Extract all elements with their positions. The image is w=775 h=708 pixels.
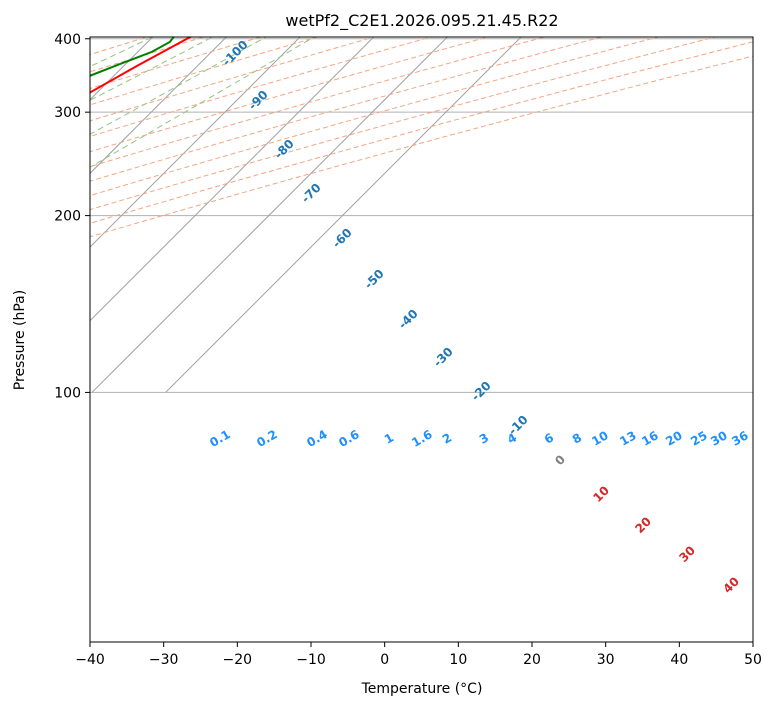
moist-adiabat-label: 20: [632, 514, 654, 536]
mixing-ratio-label: 36: [729, 428, 750, 448]
dry-adiabat-line: [90, 37, 604, 182]
moist-adiabat-line: [0, 0, 311, 392]
dry-adiabat-label: -20: [469, 379, 494, 404]
dry-adiabat-line: [90, 37, 92, 38]
dry-adiabat-line: [0, 0, 575, 392]
x-tick-label: −20: [223, 652, 253, 668]
x-tick-label: 50: [744, 652, 762, 668]
moist-adiabat-label: 10: [590, 483, 612, 505]
mixing-ratio-label: 16: [639, 428, 660, 448]
moist-adiabat-label: 30: [676, 543, 698, 565]
moist-adiabat-line: [90, 37, 214, 101]
data-layer: [90, 37, 193, 94]
moist-adiabat-line: [0, 0, 532, 392]
dry-adiabat-label: -80: [272, 137, 297, 162]
x-tick-label: −10: [296, 652, 326, 668]
dry-adiabat-label: -90: [246, 88, 271, 113]
dry-adiabat-line: [0, 0, 650, 392]
x-tick-label: −30: [149, 652, 179, 668]
y-tick-label: 300: [54, 105, 81, 121]
dry-adiabat-line: [90, 37, 377, 122]
mixing-ratio-label: 13: [617, 428, 638, 448]
x-tick-label: 20: [523, 652, 541, 668]
moist-adiabat-line: [0, 0, 495, 392]
moist-adiabat-line: [0, 0, 569, 392]
x-axis-label: Temperature (°C): [361, 681, 483, 697]
dry-adiabat-line: [0, 0, 775, 392]
x-tick-label: 0: [380, 652, 389, 668]
moist-adiabat-label: 0: [552, 452, 568, 468]
dry-adiabat-label: -30: [431, 345, 456, 370]
x-tick-label: 40: [670, 652, 688, 668]
moist-adiabat-line: [90, 37, 316, 168]
dry-adiabat-line: [0, 0, 775, 392]
moist-adiabat-label: 40: [720, 574, 742, 596]
isotherm-line: [0, 0, 250, 392]
dry-adiabat-label: -40: [396, 307, 421, 332]
isotherm-line: [91, 37, 449, 393]
y-tick-label: 100: [54, 385, 81, 401]
dry-adiabat-line: [90, 37, 547, 168]
moist-adiabat-line: [0, 0, 237, 392]
mixing-ratio-label: 1.6: [409, 427, 434, 450]
dry-adiabat-label: -60: [330, 226, 355, 251]
dry-adiabat-label: -70: [299, 181, 324, 206]
x-tick-label: 10: [449, 652, 467, 668]
chart-title: wetPf2_C2E1.2026.095.21.45.R22: [285, 11, 558, 31]
dry-adiabat-line: [90, 37, 320, 106]
dry-adiabat-line: [90, 37, 149, 56]
isotherm-line: [90, 37, 228, 175]
mixing-ratio-label: 30: [708, 428, 729, 448]
isotherm-line: [90, 37, 375, 322]
moist-adiabat-line: [90, 37, 267, 135]
isotherm-line: [165, 37, 522, 393]
moist-adiabat-line: [0, 0, 422, 392]
isotherm-line: [0, 0, 323, 392]
dry-adiabat-line: [90, 37, 661, 197]
mixing-ratio-label: 0.4: [304, 427, 329, 450]
axes: −40−30−20−100102030405010020030040050060…: [54, 32, 762, 668]
y-axis-label: Pressure (hPa): [12, 290, 28, 390]
moist-adiabat-line: [0, 0, 348, 392]
dry-adiabat-line: [90, 41, 753, 224]
dry-adiabat-label: -50: [362, 267, 387, 292]
dry-adiabat-line: [90, 37, 263, 90]
dry-adiabat-line: [90, 37, 718, 211]
dry-adiabat-line: [90, 37, 433, 137]
plot-frame: [89, 36, 754, 643]
moist-adiabat-line: [0, 0, 385, 392]
temperature-profile-line: [90, 37, 193, 94]
mixing-ratio-label: 8: [570, 430, 584, 446]
dry-adiabat-line: [90, 37, 490, 153]
mixing-ratio-label: 25: [688, 428, 709, 448]
mixing-ratio-label: 0.6: [336, 427, 361, 450]
x-tick-label: 30: [597, 652, 615, 668]
dry-adiabat-line: [90, 37, 206, 73]
isotherm-line: [90, 37, 301, 248]
y-tick-label: 400: [54, 32, 81, 48]
moist-adiabat-line: [0, 0, 201, 392]
dry-adiabat-label: -100: [220, 38, 251, 69]
x-tick-label: −40: [75, 652, 105, 668]
mixing-ratio-label: 0.1: [207, 427, 232, 450]
dewpoint-profile-line: [90, 37, 175, 77]
dry-adiabat-line: [90, 55, 753, 238]
mixing-ratio-label: 10: [589, 428, 610, 448]
mixing-ratio-label: 20: [663, 428, 684, 448]
mixing-ratio-label: 0.2: [254, 427, 279, 450]
mixing-ratio-label: 2: [440, 430, 454, 446]
grid-layer: [0, 0, 775, 393]
y-tick-label: 200: [54, 209, 81, 225]
mixing-ratio-label: 1: [382, 430, 396, 446]
mixing-ratio-label: 3: [477, 430, 491, 446]
isotherm-line: [90, 37, 154, 101]
mixing-ratio-label: 6: [542, 430, 556, 446]
